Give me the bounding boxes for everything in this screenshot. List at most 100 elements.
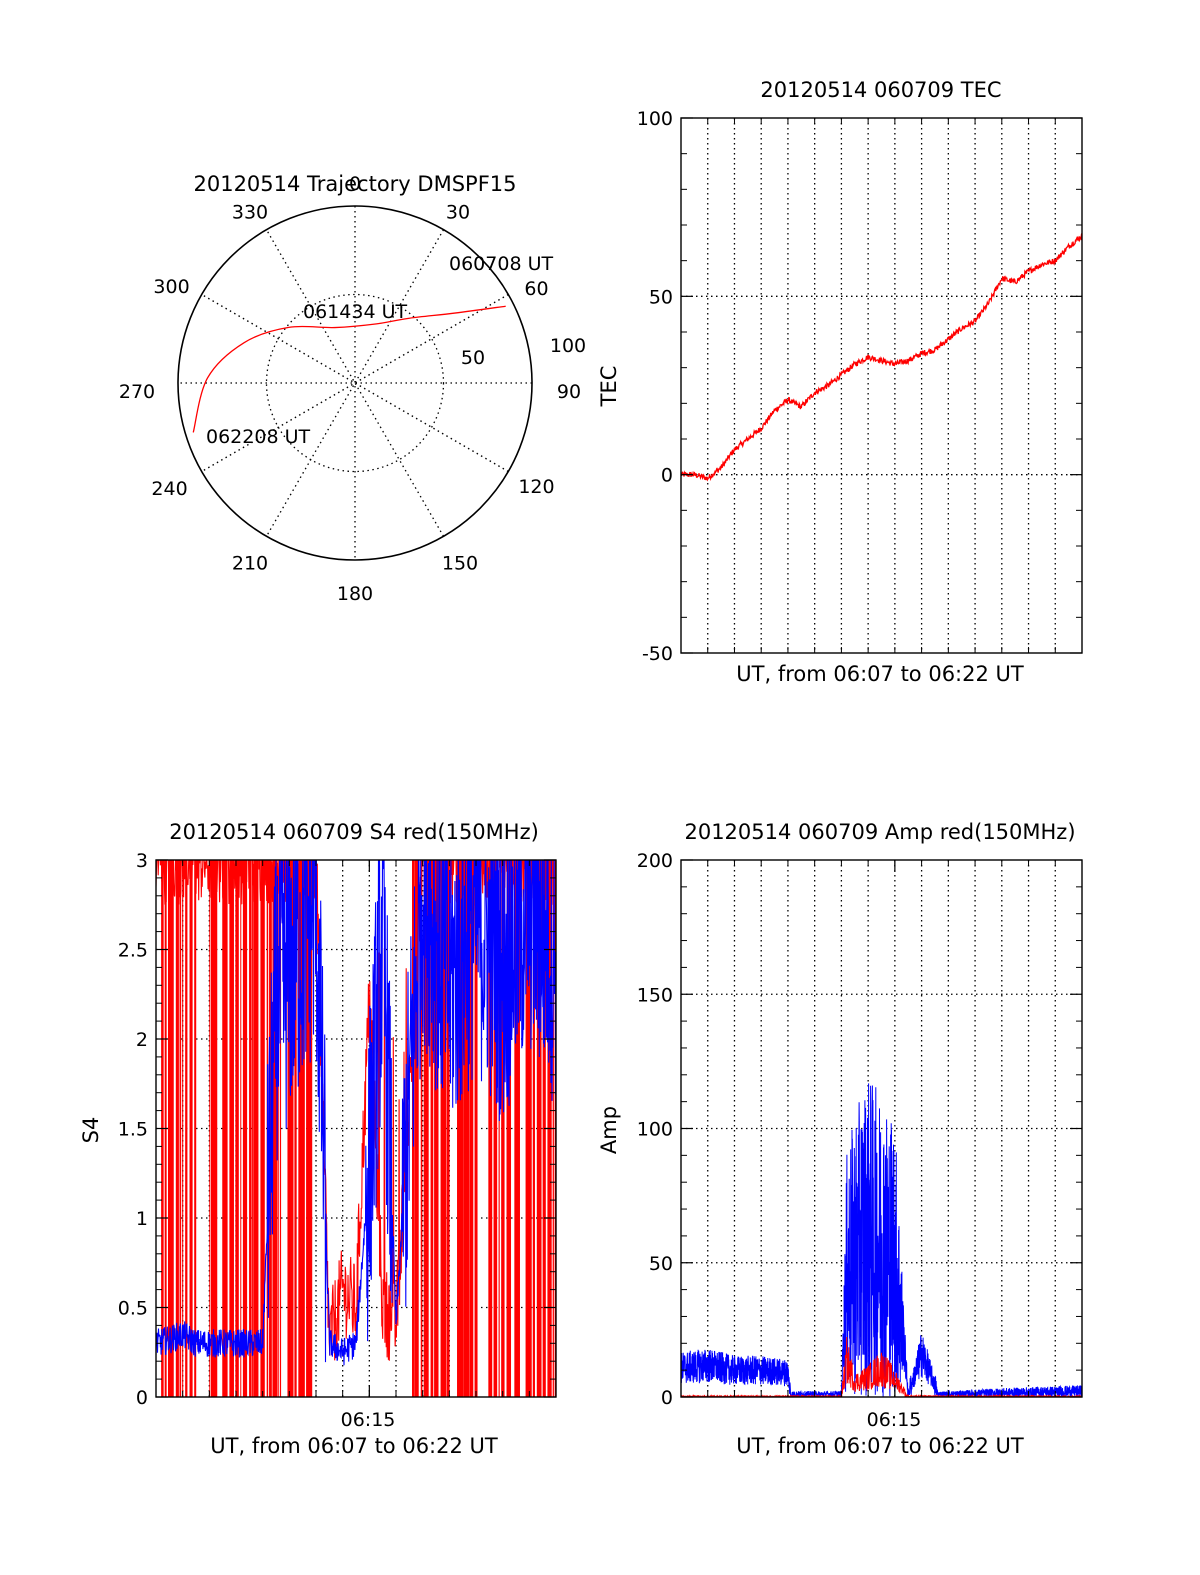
polar-azimuth-label-30: 30 — [446, 202, 470, 224]
tec-y-tick-labels: -50 0 50 100 — [637, 108, 673, 665]
s4-red-spike — [501, 860, 505, 1397]
s4-panel: 20120514 060709 S4 red(150MHz) 0 0.5 1 1.5 2… — [79, 820, 557, 1458]
s4-red-spike — [242, 860, 248, 1397]
s4-red-spike — [210, 860, 218, 1397]
s4-red-spike — [298, 860, 305, 1397]
polar-title: 20120514 Trajectory DMSPF15 — [193, 172, 516, 196]
s4-red-spike — [532, 860, 535, 1397]
s4-red-spike — [514, 860, 520, 1397]
tec-ticks — [680, 117, 1083, 654]
s4-red-spike — [306, 860, 313, 1397]
tec-plot-frame — [680, 117, 1083, 654]
tec-ylabel: TEC — [597, 366, 621, 408]
tec-series-red — [680, 233, 1083, 482]
amp-ticks — [680, 859, 1083, 1398]
s4-ticks — [155, 859, 557, 1398]
s4-ylabel: S4 — [79, 1117, 103, 1144]
tec-grid — [681, 118, 1082, 653]
polar-inner-ring — [265, 293, 445, 473]
s4-red-spike — [525, 860, 532, 1397]
s4-red-spike — [253, 860, 259, 1397]
s4-title: 20120514 060709 S4 red(150MHz) — [169, 820, 539, 844]
polar-azimuth-label-60: 60 — [524, 278, 548, 300]
tec-ytick-label: 0 — [661, 465, 673, 487]
polar-radial-label-50: 50 — [461, 347, 485, 369]
s4-ytick-label: 3 — [136, 850, 148, 872]
polar-azimuth-label-270: 270 — [119, 381, 155, 403]
polar-azimuth-labels: 0 30 60 90 120 150 180 210 240 270 300 330 — [119, 173, 581, 605]
polar-azimuth-label-240: 240 — [151, 478, 187, 500]
polar-azimuth-label-150: 150 — [442, 552, 478, 574]
amp-ytick-label: 50 — [649, 1253, 673, 1275]
s4-red-spike — [498, 860, 500, 1397]
trajectory-annotation-start: 060708 UT — [449, 253, 553, 275]
tec-title: 20120514 060709 TEC — [760, 78, 1001, 102]
polar-azimuth-label-330: 330 — [232, 202, 268, 224]
polar-azimuth-label-210: 210 — [232, 552, 268, 574]
s4-red-spike — [260, 860, 265, 1397]
polar-azimuth-label-90: 90 — [557, 381, 581, 403]
s4-red-spike — [272, 860, 278, 1397]
s4-red-spike — [182, 860, 184, 1397]
s4-red-spike — [423, 860, 429, 1397]
s4-red-spike — [457, 860, 464, 1397]
s4-red-spike — [474, 860, 478, 1397]
s4-ytick-label: 0.5 — [118, 1298, 148, 1320]
s4-red-spike — [420, 860, 423, 1397]
tec-ytick-label: -50 — [642, 643, 673, 665]
s4-red-spike — [185, 860, 188, 1397]
s4-xtick-label: 06:15 — [341, 1409, 396, 1431]
polar-azimuth-label-300: 300 — [153, 276, 189, 298]
polar-spokes — [178, 206, 532, 560]
trajectory-line — [192, 305, 506, 433]
s4-red-spike — [249, 860, 252, 1397]
s4-red-spike — [240, 860, 242, 1397]
polar-panel: 20120514 Trajectory DMSPF15 0 30 60 90 120 15… — [119, 172, 586, 605]
s4-red-spike — [209, 860, 211, 1397]
s4-y-tick-labels: 0 0.5 1 1.5 2 2.5 3 — [118, 850, 148, 1409]
s4-red-spike — [229, 860, 234, 1397]
s4-red-spike — [168, 860, 174, 1397]
tec-ytick-label: 50 — [649, 286, 673, 308]
amp-ytick-label: 150 — [637, 984, 673, 1006]
s4-xlabel: UT, from 06:07 to 06:22 UT — [210, 1434, 498, 1458]
amp-xlabel: UT, from 06:07 to 06:22 UT — [736, 1434, 1024, 1458]
amp-series-blue — [681, 1083, 1082, 1397]
s4-red-spike — [179, 860, 182, 1397]
s4-red-spike — [488, 860, 493, 1397]
polar-azimuth-label-120: 120 — [518, 476, 554, 498]
polar-spoke-150 — [265, 229, 445, 537]
tec-xlabel: UT, from 06:07 to 06:22 UT — [736, 662, 1024, 686]
amp-ytick-label: 200 — [637, 850, 673, 872]
amp-ytick-label: 0 — [661, 1387, 673, 1409]
s4-red-spike — [222, 860, 228, 1397]
s4-red-spike — [463, 860, 470, 1397]
s4-red-spike — [175, 860, 179, 1397]
s4-red-spike — [536, 860, 542, 1397]
s4-red-spike — [446, 860, 450, 1397]
s4-red-spike — [493, 860, 498, 1397]
s4-red-spike — [414, 860, 419, 1397]
s4-ytick-label: 1.5 — [118, 1119, 148, 1141]
amp-y-tick-labels: 0 50 100 150 200 — [637, 850, 673, 1409]
s4-ytick-label: 0 — [136, 1387, 148, 1409]
s4-ytick-label: 2.5 — [118, 940, 148, 962]
s4-red-spike — [251, 860, 253, 1397]
s4-ytick-label: 1 — [136, 1208, 148, 1230]
s4-red-spike — [469, 860, 474, 1397]
amp-ytick-label: 100 — [637, 1119, 673, 1141]
tec-ytick-label: 100 — [637, 108, 673, 130]
polar-azimuth-label-180: 180 — [337, 583, 373, 605]
s4-red-spike — [194, 860, 197, 1397]
s4-red-spike — [434, 860, 439, 1397]
s4-red-spike — [189, 860, 193, 1397]
trajectory-annotation-mid: 061434 UT — [303, 301, 407, 323]
s4-red-spike — [235, 860, 239, 1397]
s4-red-spike — [279, 860, 282, 1397]
amp-xtick-label: 06:15 — [867, 1409, 922, 1431]
s4-red-spike — [430, 860, 434, 1397]
s4-ytick-label: 2 — [136, 1029, 148, 1051]
s4-red-spike — [294, 860, 297, 1397]
amp-ylabel: Amp — [597, 1106, 621, 1154]
